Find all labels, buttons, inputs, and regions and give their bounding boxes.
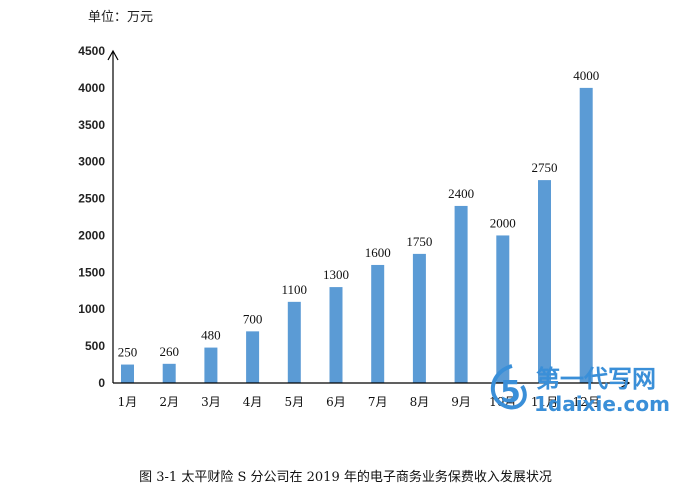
watermark-swoosh-icon: [490, 364, 527, 410]
data-label: 2000: [490, 215, 516, 230]
y-tick-label: 4500: [78, 44, 105, 58]
x-tick-label: 8月: [410, 395, 430, 409]
bar: [412, 253, 426, 383]
data-label: 1750: [406, 234, 432, 249]
data-label: 4000: [573, 68, 599, 83]
y-tick-label: 4000: [78, 81, 105, 95]
watermark-text-cn: 第一代写网: [536, 365, 656, 393]
bar: [538, 180, 551, 383]
bar: [162, 363, 176, 383]
x-tick-label: 6月: [326, 395, 346, 409]
y-tick-label: 1500: [78, 265, 105, 279]
bar: [371, 264, 385, 383]
y-axis-arrow: [107, 49, 119, 61]
x-axis-arrow: [619, 377, 631, 389]
bar: [454, 205, 468, 383]
x-axis-ticks: 1月 2月 3月 4月 5月 6月 7月 8月 9月 10月 11月 12月: [118, 395, 600, 409]
x-tick-label: 5月: [284, 395, 304, 409]
data-label: 1100: [282, 282, 308, 297]
x-tick-label: 1月: [118, 395, 138, 409]
y-tick-label: 3500: [78, 118, 105, 132]
data-label: 700: [243, 311, 263, 326]
data-label: 2750: [532, 160, 558, 175]
x-tick-label: 12月: [573, 395, 600, 409]
y-tick-label: 2500: [78, 192, 105, 206]
x-tick-label: 3月: [201, 395, 221, 409]
bar: [579, 87, 593, 383]
data-label: 250: [118, 345, 138, 360]
y-tick-label: 2000: [78, 228, 105, 242]
bar: [121, 364, 134, 383]
watermark-numeral: 5: [500, 375, 521, 410]
y-tick-label: 1000: [78, 302, 105, 316]
axes: [107, 49, 631, 389]
data-label: 1300: [323, 267, 349, 282]
bar: [329, 287, 343, 383]
x-tick-label: 11月: [531, 395, 558, 409]
bar: [496, 235, 510, 383]
watermark-text-url: 1daixie.com: [534, 392, 670, 416]
x-tick-label: 4月: [243, 395, 263, 409]
x-tick-label: 9月: [451, 395, 471, 409]
y-tick-label: 500: [85, 339, 105, 353]
bar: [204, 347, 218, 383]
x-tick-label: 7月: [368, 395, 388, 409]
figure-caption: 图 3-1 太平财险 S 分公司在 2019 年的电子商务业务保费收入发展状况: [139, 470, 552, 485]
data-label: 260: [159, 344, 179, 359]
bar: [287, 301, 301, 383]
data-label: 480: [201, 328, 221, 343]
x-tick-label: 2月: [159, 395, 179, 409]
bars: [121, 87, 593, 383]
y-axis-ticks: 0 500 1000 1500 2000 2500 3000 3500 4000 4500: [78, 44, 105, 390]
y-axis-unit-label: 单位：万元: [88, 10, 154, 25]
y-tick-label: 3000: [78, 155, 105, 169]
data-label: 1600: [365, 245, 391, 260]
bar: [246, 331, 260, 383]
data-labels: 250 260 480 700 1100 1300 1600 1750 2400 2000 2750…: [118, 68, 599, 360]
data-label: 2400: [448, 186, 474, 201]
y-tick-label: 0: [98, 376, 105, 390]
watermark-logo: 5 第一代写网 1daixie.com: [490, 364, 670, 416]
